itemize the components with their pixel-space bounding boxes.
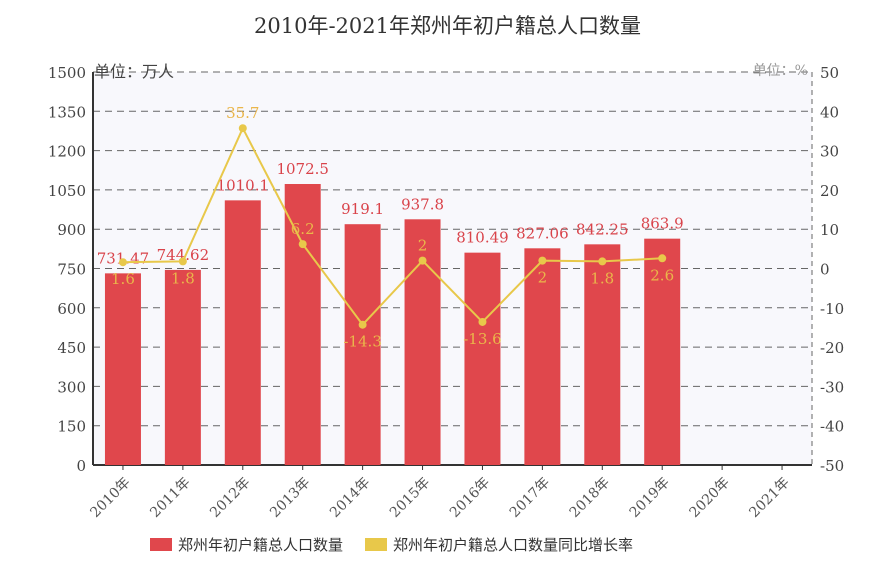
line-data-label: 2.6 <box>650 266 674 284</box>
x-tick-label: 2015年 <box>387 475 433 521</box>
line-point <box>178 257 187 266</box>
x-tick-label: 2012年 <box>207 475 253 521</box>
left-tick-label: 450 <box>57 339 86 357</box>
line-point <box>538 256 547 265</box>
right-tick-label: 50 <box>820 64 839 82</box>
left-tick-label: 1350 <box>48 103 86 121</box>
bar <box>644 238 681 465</box>
line-data-label: 1.6 <box>111 270 135 288</box>
x-tick-label: 2017年 <box>507 475 553 521</box>
line-data-label: -14.3 <box>343 333 381 351</box>
x-tick-label: 2013年 <box>267 475 313 521</box>
right-tick-label: -20 <box>820 339 844 357</box>
legend-label-line: 郑州年初户籍总人口数量同比增长率 <box>393 536 634 554</box>
left-tick-label: 900 <box>57 221 86 239</box>
bar-data-label: 827.06 <box>516 224 569 242</box>
line-point <box>298 240 307 249</box>
left-axis-unit: 单位：万人 <box>94 62 174 81</box>
line-data-label: 35.7 <box>226 104 259 122</box>
bar <box>164 269 201 465</box>
legend-swatch-line <box>365 538 388 551</box>
left-tick-label: 300 <box>57 378 86 396</box>
bar <box>104 273 141 465</box>
left-tick-label: 1050 <box>48 182 86 200</box>
plot-area <box>93 72 812 465</box>
bar-data-label: 1010.1 <box>217 176 270 194</box>
legend: 郑州年初户籍总人口数量 郑州年初户籍总人口数量同比增长率 <box>150 534 633 555</box>
line-data-label: 1.8 <box>171 269 195 287</box>
legend-item-bar[interactable]: 郑州年初户籍总人口数量 <box>150 534 343 555</box>
line-data-label: 1.8 <box>590 269 614 287</box>
bar-data-label: 937.8 <box>401 195 444 213</box>
bar-data-label: 919.1 <box>341 200 384 218</box>
right-tick-label: -40 <box>820 418 844 436</box>
legend-label-bar: 郑州年初户籍总人口数量 <box>178 536 344 554</box>
bar <box>344 224 381 465</box>
x-tick-label: 2016年 <box>447 475 493 521</box>
right-tick-label: -50 <box>820 457 844 475</box>
left-tick-label: 0 <box>76 457 86 475</box>
line-point <box>418 256 427 265</box>
x-tick-label: 2011年 <box>147 475 193 521</box>
line-series <box>122 125 663 327</box>
x-tick-label: 2021年 <box>746 475 792 521</box>
chart-title: 2010年-2021年郑州年初户籍总人口数量 <box>254 14 641 38</box>
right-tick-label: 30 <box>820 143 839 161</box>
right-tick-label: 40 <box>820 103 839 121</box>
legend-item-line[interactable]: 郑州年初户籍总人口数量同比增长率 <box>365 534 633 555</box>
line-point <box>658 254 667 263</box>
bar-data-label: 842.25 <box>576 220 629 238</box>
x-tick-label: 2019年 <box>627 475 673 521</box>
left-tick-label: 1500 <box>48 64 86 82</box>
bar <box>284 184 321 465</box>
legend-swatch-bar <box>150 538 172 551</box>
line-point <box>598 257 607 266</box>
bar <box>584 244 621 465</box>
line-point <box>478 317 487 326</box>
bar <box>224 200 261 465</box>
x-tick-label: 2018年 <box>567 475 613 521</box>
line-point <box>118 258 127 267</box>
bar <box>404 219 441 465</box>
right-axis-unit: 单位：% <box>753 63 808 79</box>
bar-data-label: 744.62 <box>157 246 210 264</box>
left-tick-label: 600 <box>57 300 86 318</box>
bar-data-label: 863.9 <box>641 215 684 233</box>
right-tick-label: -10 <box>820 300 844 318</box>
line-point <box>238 124 247 133</box>
left-tick-label: 1200 <box>48 143 86 161</box>
bar <box>464 252 501 465</box>
line-data-label: -13.6 <box>463 330 501 348</box>
x-tick-label: 2010年 <box>87 475 133 521</box>
left-tick-label: 150 <box>57 418 86 436</box>
right-tick-label: 10 <box>820 221 839 239</box>
line-data-label: 6.2 <box>291 220 315 238</box>
line-data-label: 2 <box>538 269 548 287</box>
line-data-label: 2 <box>418 237 428 255</box>
right-tick-label: -30 <box>820 378 844 396</box>
x-tick-label: 2014年 <box>327 475 373 521</box>
right-tick-label: 20 <box>820 182 839 200</box>
bar-data-label: 810.49 <box>456 229 509 247</box>
line-point <box>358 320 367 329</box>
left-tick-label: 750 <box>57 261 86 279</box>
x-tick-label: 2020年 <box>687 475 733 521</box>
right-tick-label: 0 <box>820 261 830 279</box>
bar-data-label: 1072.5 <box>276 160 329 178</box>
bar <box>524 248 561 465</box>
